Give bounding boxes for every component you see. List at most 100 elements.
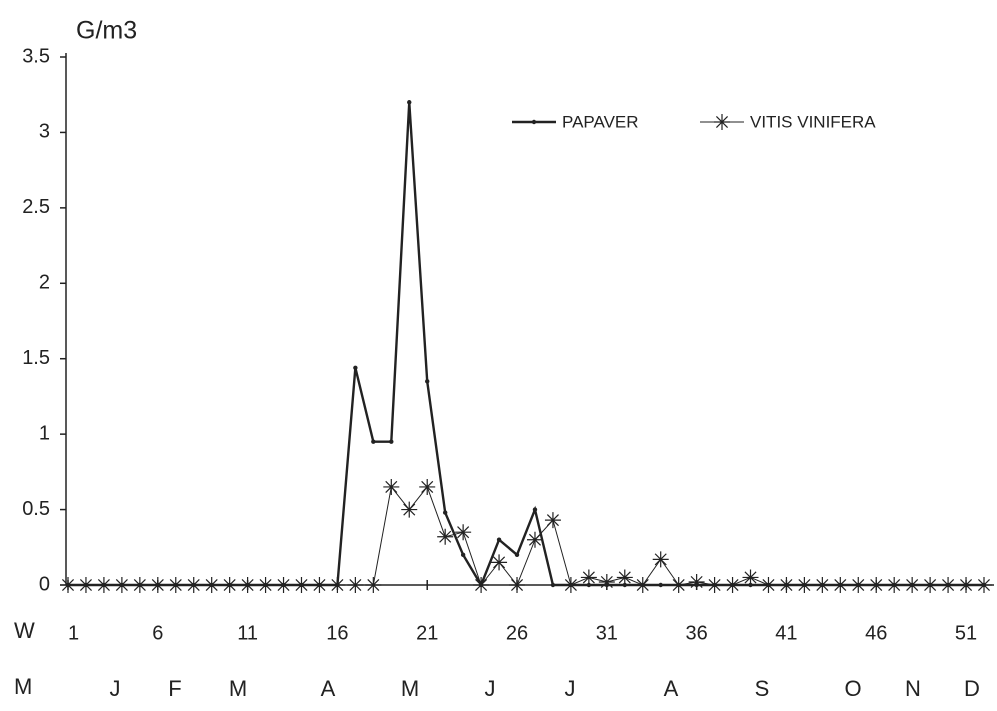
point: [95, 577, 112, 593]
point: [532, 507, 538, 512]
point: [407, 100, 412, 105]
point: [670, 577, 687, 593]
point: [113, 577, 130, 593]
point: [460, 552, 466, 558]
point: [580, 569, 597, 586]
point: [257, 577, 274, 593]
x-tick-label: 46: [865, 622, 887, 644]
x-tick-label: 11: [237, 622, 258, 644]
point: [77, 577, 94, 593]
point: [832, 577, 849, 593]
month-label: J: [485, 676, 496, 701]
x-row-label: W: [14, 618, 35, 643]
point: [658, 582, 663, 588]
point: [652, 551, 669, 568]
month-label: J: [565, 676, 576, 701]
point: [425, 379, 430, 384]
month-label: F: [168, 676, 181, 701]
y-tick-label: 1.5: [22, 347, 50, 369]
month-label: D: [964, 676, 980, 701]
point: [311, 577, 328, 593]
point: [940, 577, 957, 593]
point: [221, 577, 238, 593]
point: [814, 577, 831, 593]
point: [203, 577, 220, 593]
x-tick-label: 36: [686, 622, 708, 644]
point: [634, 577, 651, 593]
y-tick-label: 3.5: [22, 45, 50, 67]
point: [598, 573, 615, 590]
month-row-label: M: [14, 674, 32, 699]
point: [473, 577, 490, 593]
x-tick-label: 31: [596, 622, 618, 644]
y-tick-label: 0: [39, 573, 50, 595]
point: [796, 577, 813, 593]
point: [922, 577, 939, 593]
point: [868, 577, 885, 593]
point: [329, 577, 346, 593]
month-label: M: [229, 676, 247, 701]
series-line: [68, 485, 984, 587]
month-label: O: [844, 676, 861, 701]
legend-label: PAPAVER: [562, 112, 639, 131]
point: [509, 577, 526, 593]
point: [760, 577, 777, 593]
point: [437, 528, 454, 545]
x-tick-label: 21: [416, 622, 438, 644]
y-axis-label: G/m3: [76, 17, 137, 45]
point: [616, 569, 633, 586]
point: [383, 478, 400, 495]
point: [60, 577, 76, 593]
y-tick-label: 2.5: [22, 196, 50, 218]
point: [958, 577, 975, 593]
point: [239, 577, 256, 593]
month-label: A: [321, 676, 336, 701]
point: [347, 577, 364, 593]
point: [365, 577, 382, 593]
x-tick-label: 41: [775, 622, 797, 644]
y-tick-label: 1: [39, 422, 50, 444]
point: [419, 478, 436, 495]
legend-marker: [531, 119, 537, 125]
point: [706, 577, 723, 593]
point: [293, 577, 310, 593]
point: [850, 577, 867, 593]
point: [185, 577, 202, 593]
x-tick-label: 1: [68, 622, 79, 644]
point: [275, 577, 292, 593]
legend-label: VITIS VINIFERA: [750, 112, 876, 131]
point: [401, 501, 418, 518]
point: [976, 577, 992, 593]
legend-marker: [714, 114, 730, 130]
point: [544, 512, 561, 529]
month-label: S: [755, 676, 770, 701]
point: [778, 577, 795, 593]
point: [688, 573, 705, 590]
month-label: J: [110, 676, 121, 701]
point: [724, 577, 741, 593]
y-tick-label: 2: [39, 272, 50, 294]
point: [491, 554, 508, 571]
month-label: N: [905, 676, 921, 701]
month-label: A: [664, 676, 679, 701]
series-line: [68, 102, 984, 588]
point: [904, 577, 921, 593]
point: [514, 552, 520, 558]
y-tick-label: 0.5: [22, 498, 50, 520]
point: [389, 439, 394, 444]
point: [149, 577, 166, 593]
y-tick-label: 3: [39, 121, 50, 143]
point: [131, 577, 148, 593]
x-tick-label: 16: [326, 622, 348, 644]
point: [371, 439, 376, 444]
x-tick-label: 26: [506, 622, 528, 644]
point: [167, 577, 184, 593]
point: [562, 577, 579, 593]
point: [496, 537, 502, 542]
point: [353, 365, 358, 370]
point: [886, 577, 903, 593]
x-tick-label: 51: [955, 622, 977, 644]
point: [455, 524, 472, 541]
x-tick-label: 6: [152, 622, 163, 644]
